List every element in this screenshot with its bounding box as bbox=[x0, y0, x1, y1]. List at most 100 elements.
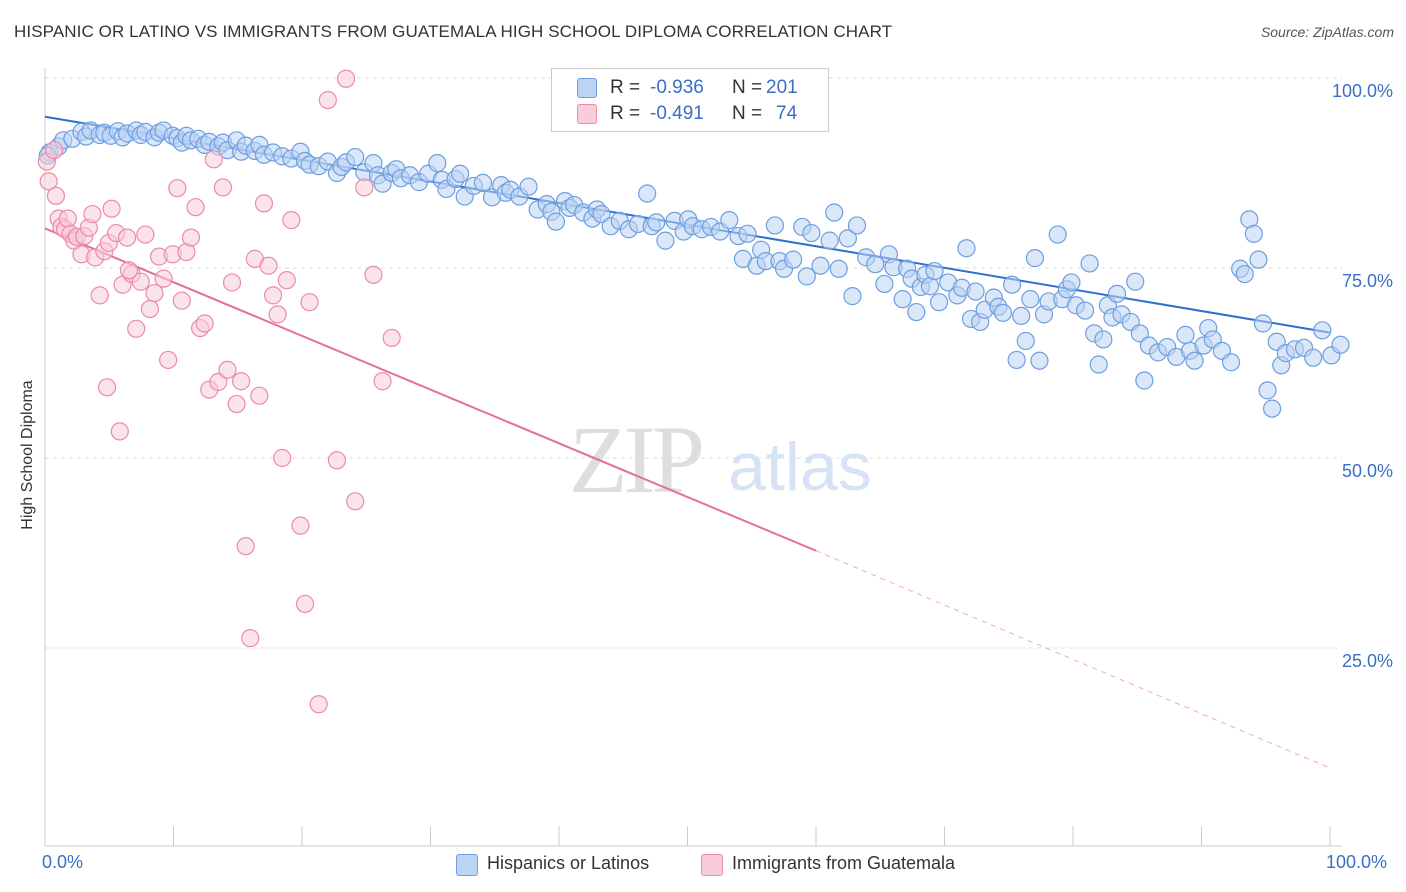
data-point-guatemala bbox=[186, 198, 205, 217]
data-point-hispanic bbox=[875, 274, 894, 294]
data-point-guatemala bbox=[236, 537, 255, 556]
data-point-hispanic bbox=[638, 184, 657, 203]
data-point-guatemala bbox=[241, 629, 260, 648]
data-point-guatemala bbox=[300, 293, 319, 312]
data-point-hispanic bbox=[1176, 325, 1195, 344]
trend-line-guatemala-extrapolated bbox=[815, 550, 1331, 769]
stats-r-label: R = bbox=[610, 77, 641, 98]
data-point-guatemala bbox=[295, 594, 315, 614]
data-point-hispanic bbox=[1080, 254, 1099, 273]
data-point-hispanic bbox=[1089, 355, 1108, 374]
data-point-guatemala bbox=[46, 186, 66, 205]
data-point-hispanic bbox=[784, 250, 803, 269]
legend-label-hispanic: Hispanics or Latinos bbox=[487, 853, 650, 873]
stats-r-value: -0.936 bbox=[650, 77, 704, 98]
data-point-guatemala bbox=[254, 194, 274, 213]
data-point-guatemala bbox=[346, 492, 365, 511]
data-point-hispanic bbox=[720, 211, 739, 230]
legend-swatch-guatemala bbox=[701, 854, 723, 876]
chart-title: HISPANIC OR LATINO VS IMMIGRANTS FROM GU… bbox=[14, 22, 893, 41]
data-point-guatemala bbox=[97, 378, 117, 397]
data-point-guatemala bbox=[118, 228, 137, 247]
data-point-hispanic bbox=[1048, 225, 1067, 244]
data-point-guatemala bbox=[250, 386, 269, 405]
data-point-guatemala bbox=[291, 516, 310, 535]
stats-swatch-guatemala bbox=[577, 104, 597, 124]
data-point-hispanic bbox=[993, 303, 1013, 322]
data-point-hispanic bbox=[957, 239, 976, 258]
data-point-hispanic bbox=[1016, 331, 1035, 351]
data-point-hispanic bbox=[1263, 399, 1282, 418]
data-point-hispanic bbox=[802, 223, 821, 243]
data-point-guatemala bbox=[145, 283, 164, 303]
stats-n-value: 74 bbox=[776, 103, 798, 124]
data-point-hispanic bbox=[428, 154, 447, 173]
data-point-hispanic bbox=[847, 216, 867, 235]
data-point-guatemala bbox=[209, 372, 228, 392]
data-point-guatemala bbox=[168, 179, 187, 198]
data-point-hispanic bbox=[519, 177, 538, 196]
data-point-guatemala bbox=[127, 319, 146, 338]
data-point-hispanic bbox=[1331, 335, 1350, 354]
stats-box: R = -0.936 N = 201 R = -0.491 N = 74 bbox=[551, 68, 829, 132]
data-point-guatemala bbox=[364, 265, 383, 284]
data-point-hispanic bbox=[925, 261, 944, 281]
stats-n-value: 201 bbox=[766, 77, 798, 98]
data-point-guatemala bbox=[309, 695, 328, 714]
data-point-hispanic bbox=[738, 224, 757, 243]
data-point-guatemala bbox=[83, 204, 102, 224]
data-point-hispanic bbox=[1007, 350, 1026, 370]
data-point-guatemala bbox=[273, 448, 292, 468]
legend-label-guatemala: Immigrants from Guatemala bbox=[732, 853, 956, 873]
data-point-guatemala bbox=[218, 360, 237, 379]
grid-lines bbox=[45, 77, 1342, 649]
data-point-guatemala bbox=[204, 150, 223, 169]
data-point-hispanic bbox=[966, 282, 985, 301]
data-point-hispanic bbox=[1249, 250, 1268, 269]
data-point-guatemala bbox=[110, 422, 129, 441]
data-point-hispanic bbox=[1107, 284, 1127, 303]
watermark: ZIP atlas bbox=[569, 406, 872, 513]
data-point-guatemala bbox=[181, 228, 201, 247]
stats-row-hispanic: R = -0.936 N = 201 bbox=[552, 75, 828, 101]
data-point-hispanic bbox=[820, 231, 839, 250]
trend-line-guatemala bbox=[44, 227, 817, 552]
data-point-hispanic bbox=[893, 290, 912, 309]
data-point-guatemala bbox=[318, 90, 337, 110]
watermark-atlas: atlas bbox=[728, 429, 872, 505]
data-point-hispanic bbox=[1094, 330, 1113, 349]
data-point-guatemala bbox=[373, 372, 392, 391]
data-point-guatemala bbox=[102, 199, 121, 218]
y-tick-labels: 25.0% 50.0% 75.0% 100.0% bbox=[1332, 81, 1393, 671]
data-point-hispanic bbox=[843, 287, 862, 306]
data-point-guatemala bbox=[140, 299, 160, 319]
data-point-guatemala bbox=[232, 372, 251, 391]
data-point-guatemala bbox=[277, 271, 296, 290]
data-point-guatemala bbox=[45, 141, 64, 160]
stats-r-label: R = bbox=[610, 103, 641, 124]
data-points bbox=[37, 69, 1350, 714]
data-point-hispanic bbox=[1185, 351, 1204, 370]
data-point-guatemala bbox=[259, 256, 278, 275]
data-point-hispanic bbox=[1021, 290, 1040, 309]
data-point-guatemala bbox=[195, 314, 214, 333]
data-point-hispanic bbox=[1244, 224, 1263, 243]
data-point-hispanic bbox=[1304, 348, 1323, 367]
x-tick-label-min: 0.0% bbox=[42, 852, 84, 872]
y-axis-title: High School Diploma bbox=[19, 380, 36, 530]
source-label: Source: ZipAtlas.com bbox=[1260, 24, 1394, 40]
data-point-hispanic bbox=[1030, 351, 1049, 370]
data-point-guatemala bbox=[159, 350, 178, 370]
data-point-hispanic bbox=[920, 277, 940, 296]
data-point-hispanic bbox=[1221, 353, 1241, 372]
stats-r-value: -0.491 bbox=[650, 103, 704, 124]
data-point-guatemala bbox=[336, 69, 356, 88]
y-tick-label: 100.0% bbox=[1332, 81, 1393, 101]
data-point-hispanic bbox=[546, 212, 566, 231]
data-point-hispanic bbox=[473, 173, 493, 192]
data-point-hispanic bbox=[1135, 371, 1154, 390]
data-point-guatemala bbox=[131, 272, 150, 291]
stats-swatch-hispanic bbox=[577, 78, 597, 98]
data-point-hispanic bbox=[1130, 324, 1149, 343]
data-point-guatemala bbox=[58, 209, 77, 228]
